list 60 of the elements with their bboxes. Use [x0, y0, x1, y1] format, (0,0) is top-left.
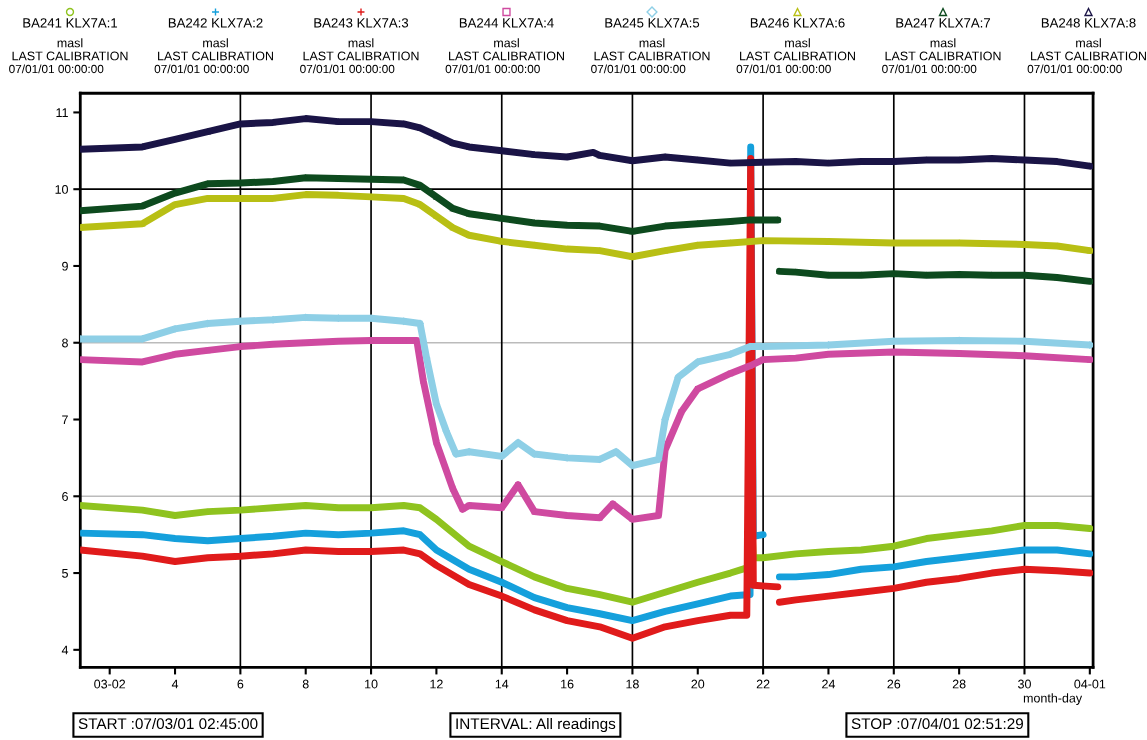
legend-label: BA241 KLX7A:1 [23, 18, 118, 28]
x-tick-label: 20 [691, 679, 705, 689]
legend-label: BA243 KLX7A:3 [314, 18, 409, 28]
text: LAST CALIBRATION [594, 51, 710, 61]
y-tick-label: 8 [62, 338, 68, 348]
x-tick-label: 16 [561, 679, 574, 689]
text: LAST CALIBRATION [449, 51, 564, 61]
x-tick-label: 18 [626, 679, 639, 689]
x-tick-label: 30 [1018, 679, 1031, 689]
text: LAST CALIBRATION [885, 51, 1001, 61]
y-tick-label: 4 [61, 645, 69, 655]
x-tick-label: 6 [237, 679, 244, 689]
text: 07/01/01 00:00:00 [1027, 64, 1122, 74]
text: 07/01/01 00:00:00 [736, 64, 831, 74]
text: STOP :07/04/01 02:51:29 [851, 717, 1024, 730]
x-tick-label: 04-01 [1074, 679, 1106, 689]
text: LAST CALIBRATION [303, 51, 419, 61]
x-tick-label: 03-02 [94, 679, 126, 689]
x-axis-title: month-day [1023, 693, 1083, 705]
text: 07/01/01 00:00:00 [300, 64, 395, 74]
x-tick-label: 4 [171, 679, 179, 689]
text: LAST CALIBRATION [1031, 51, 1146, 61]
y-tick-label: 7 [62, 415, 68, 425]
text: masl [1076, 38, 1101, 48]
text: 07/01/01 00:00:00 [9, 64, 104, 74]
legend-label: BA245 KLX7A:5 [605, 18, 700, 28]
legend-label: BA248 KLX7A:8 [1041, 18, 1136, 28]
y-tick-label: 9 [62, 261, 68, 271]
y-tick-label: 6 [62, 492, 68, 501]
text: masl [930, 38, 956, 48]
text: LAST CALIBRATION [740, 51, 855, 61]
x-tick-label: 14 [495, 679, 509, 689]
text: 07/01/01 00:00:00 [882, 64, 977, 74]
legend-label: BA246 KLX7A:6 [750, 18, 845, 28]
x-tick-label: 28 [952, 679, 966, 689]
legend-label: BA242 KLX7A:2 [168, 18, 263, 28]
y-tick-label: 10 [55, 185, 68, 194]
y-tick-label: 5 [62, 568, 68, 578]
text: 07/01/01 00:00:00 [445, 64, 540, 74]
x-tick-label: 12 [430, 679, 443, 689]
text: 07/01/01 00:00:00 [591, 64, 686, 74]
x-tick-label: 26 [887, 679, 901, 689]
x-tick-label: 22 [756, 679, 770, 689]
text: masl [203, 38, 228, 48]
y-tick-label: 11 [56, 108, 68, 117]
text: LAST CALIBRATION [158, 51, 273, 61]
text: masl [639, 38, 665, 48]
legend-label: BA244 KLX7A:4 [459, 18, 554, 28]
text: INTERVAL: All readings [456, 717, 616, 733]
x-tick-label: 10 [365, 679, 378, 689]
x-tick-label: 8 [302, 679, 309, 689]
text: START :07/03/01 02:45:00 [78, 717, 258, 730]
text: masl [57, 38, 83, 48]
text: masl [494, 38, 519, 48]
text: LAST CALIBRATION [12, 51, 128, 61]
text: 07/01/01 00:00:00 [154, 64, 249, 74]
x-tick-label: 24 [822, 679, 836, 689]
text: masl [785, 38, 810, 48]
legend-label: BA247 KLX7A:7 [896, 18, 991, 28]
text: masl [348, 38, 374, 48]
